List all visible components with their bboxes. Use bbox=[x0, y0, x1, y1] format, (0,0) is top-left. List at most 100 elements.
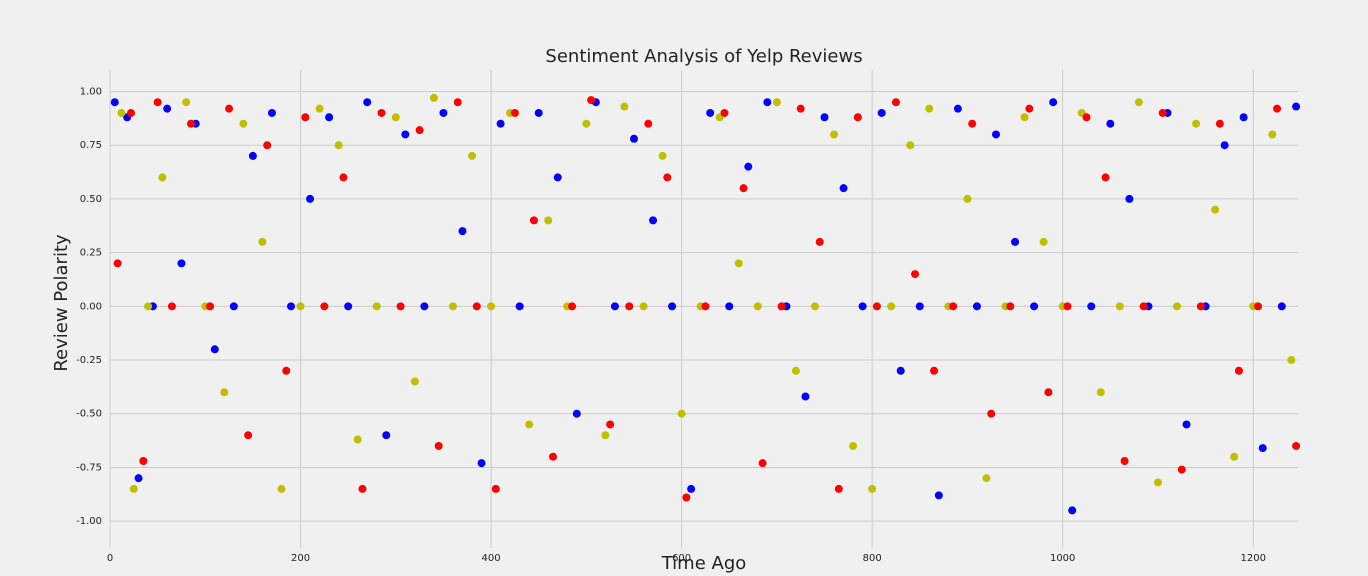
point bbox=[687, 484, 696, 493]
point bbox=[1253, 302, 1262, 311]
point bbox=[334, 141, 343, 150]
point bbox=[434, 441, 443, 450]
point bbox=[915, 302, 924, 311]
point bbox=[772, 98, 781, 107]
point bbox=[220, 388, 229, 397]
point bbox=[1215, 119, 1224, 128]
point bbox=[113, 259, 122, 268]
point bbox=[529, 216, 538, 225]
point bbox=[706, 108, 715, 117]
x-tick-label: 800 bbox=[863, 553, 882, 564]
point bbox=[510, 108, 519, 117]
y-tick-label: 0.25 bbox=[80, 248, 102, 259]
point bbox=[468, 151, 477, 160]
point bbox=[410, 377, 419, 386]
point bbox=[1230, 452, 1239, 461]
point bbox=[725, 302, 734, 311]
point bbox=[896, 366, 905, 375]
point bbox=[853, 113, 862, 122]
point bbox=[1120, 456, 1129, 465]
point bbox=[1268, 130, 1277, 139]
x-tick-label: 0 bbox=[107, 553, 113, 564]
point bbox=[306, 194, 315, 203]
point bbox=[315, 104, 324, 113]
point bbox=[1020, 113, 1029, 122]
point bbox=[791, 366, 800, 375]
point bbox=[734, 259, 743, 268]
point bbox=[1030, 302, 1039, 311]
point bbox=[126, 108, 135, 117]
x-tick-label: 1200 bbox=[1240, 553, 1265, 564]
point bbox=[144, 302, 153, 311]
x-tick-label: 200 bbox=[291, 553, 310, 564]
point bbox=[987, 409, 996, 418]
point bbox=[372, 302, 381, 311]
point bbox=[1139, 302, 1148, 311]
point bbox=[282, 366, 291, 375]
point bbox=[458, 227, 467, 236]
point bbox=[758, 459, 767, 468]
point bbox=[239, 119, 248, 128]
point bbox=[620, 102, 629, 111]
point bbox=[1006, 302, 1015, 311]
point bbox=[849, 441, 858, 450]
point bbox=[949, 302, 958, 311]
point bbox=[339, 173, 348, 182]
point bbox=[720, 108, 729, 117]
point bbox=[225, 104, 234, 113]
point bbox=[629, 134, 638, 143]
point bbox=[186, 119, 195, 128]
point bbox=[263, 141, 272, 150]
point bbox=[163, 104, 172, 113]
point bbox=[167, 302, 176, 311]
point bbox=[1182, 420, 1191, 429]
point bbox=[1087, 302, 1096, 311]
point bbox=[353, 435, 362, 444]
y-tick-label: 0.75 bbox=[80, 140, 102, 151]
point bbox=[229, 302, 238, 311]
point bbox=[701, 302, 710, 311]
point bbox=[801, 392, 810, 401]
point bbox=[639, 302, 648, 311]
point bbox=[1239, 113, 1248, 122]
x-axis-label: Time Ago bbox=[661, 553, 747, 574]
y-tick-label: -1.00 bbox=[76, 516, 102, 527]
point bbox=[1044, 388, 1053, 397]
point bbox=[1101, 173, 1110, 182]
point bbox=[839, 184, 848, 193]
point bbox=[553, 173, 562, 182]
point bbox=[991, 130, 1000, 139]
point bbox=[744, 162, 753, 171]
y-tick-label: 1.00 bbox=[80, 86, 102, 97]
point bbox=[925, 104, 934, 113]
point bbox=[911, 270, 920, 279]
point bbox=[1177, 465, 1186, 474]
point bbox=[815, 237, 824, 246]
point bbox=[177, 259, 186, 268]
point bbox=[1196, 302, 1205, 311]
point bbox=[1258, 444, 1267, 453]
point bbox=[1039, 237, 1048, 246]
point bbox=[420, 302, 429, 311]
y-tick-label: -0.75 bbox=[76, 462, 102, 473]
point bbox=[610, 302, 619, 311]
point bbox=[1106, 119, 1115, 128]
point bbox=[301, 113, 310, 122]
point bbox=[663, 173, 672, 182]
point bbox=[963, 194, 972, 203]
point bbox=[363, 98, 372, 107]
y-tick-label: -0.50 bbox=[76, 409, 102, 420]
point bbox=[1273, 104, 1282, 113]
point bbox=[296, 302, 305, 311]
point bbox=[206, 302, 215, 311]
point bbox=[344, 302, 353, 311]
point bbox=[820, 113, 829, 122]
point bbox=[453, 98, 462, 107]
point bbox=[887, 302, 896, 311]
point bbox=[777, 302, 786, 311]
point bbox=[625, 302, 634, 311]
point bbox=[472, 302, 481, 311]
point bbox=[415, 126, 424, 135]
point bbox=[1173, 302, 1182, 311]
point bbox=[677, 409, 686, 418]
